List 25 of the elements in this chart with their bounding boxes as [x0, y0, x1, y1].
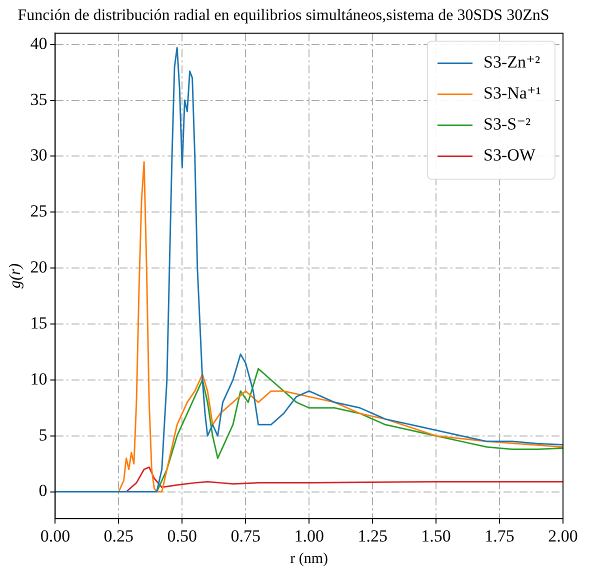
legend-label: S3-Zn⁺² [483, 52, 540, 72]
x-tick-label: 1.75 [484, 526, 514, 546]
legend-label: S3-OW [483, 146, 536, 165]
x-tick-label: 0.75 [230, 526, 260, 546]
y-tick-label: 10 [30, 369, 48, 388]
x-tick-label: 1.00 [294, 526, 324, 546]
x-axis-title: r (nm) [290, 550, 328, 567]
x-tick-label: 0.50 [167, 526, 198, 546]
x-tick-label: 0.00 [40, 526, 70, 546]
legend-label: S3-Na⁺¹ [483, 84, 542, 103]
x-tick-label: 1.50 [421, 526, 451, 546]
y-tick-label: 30 [30, 146, 48, 165]
chart-title: Función de distribución radial en equilibrios simultáneos,sistema de 30SDS 30ZnS [18, 6, 550, 24]
y-tick-label: 20 [30, 258, 48, 277]
legend-label: S3-S⁻² [483, 114, 531, 134]
y-tick-label: 25 [30, 202, 48, 221]
x-tick-label: 2.00 [548, 526, 578, 546]
x-tick-label: 0.25 [104, 526, 134, 546]
y-tick-label: 40 [30, 34, 48, 53]
y-tick-label: 0 [38, 481, 48, 500]
y-tick-label: 5 [38, 425, 48, 444]
x-tick-label: 1.25 [358, 526, 388, 546]
y-axis-title: g(r) [6, 263, 24, 288]
y-tick-label: 35 [30, 90, 48, 109]
y-tick-label: 15 [30, 313, 48, 332]
